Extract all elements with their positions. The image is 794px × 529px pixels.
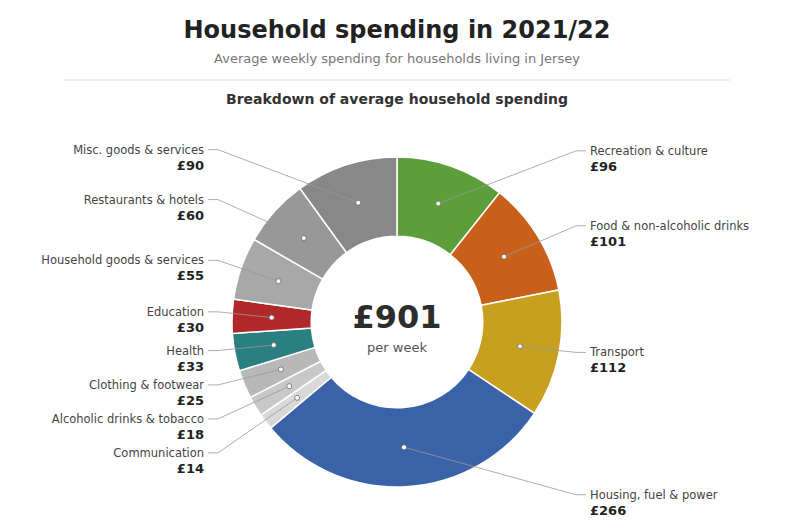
separator bbox=[64, 80, 730, 81]
category-label: Communication bbox=[113, 446, 204, 460]
leader-dot bbox=[518, 344, 523, 349]
data-label: £25 bbox=[177, 393, 204, 408]
leader-dot bbox=[278, 367, 283, 372]
leader-dot bbox=[271, 343, 276, 348]
data-label: £60 bbox=[177, 208, 204, 223]
leader-dot bbox=[502, 254, 507, 259]
leader-dot bbox=[402, 445, 407, 450]
category-label: Housing, fuel & power bbox=[590, 488, 718, 502]
slices bbox=[232, 157, 562, 487]
data-label: £14 bbox=[177, 461, 204, 476]
leader-line bbox=[438, 151, 586, 204]
leader-line bbox=[208, 345, 274, 350]
category-label: Alcoholic drinks & tobacco bbox=[52, 412, 204, 426]
donut-slice bbox=[450, 193, 559, 306]
leader-line bbox=[208, 312, 272, 318]
leader-dot bbox=[287, 384, 292, 389]
leader-dot bbox=[436, 201, 441, 206]
leader-dot bbox=[301, 236, 306, 241]
data-label: £55 bbox=[177, 268, 204, 283]
center-label: £901 bbox=[352, 298, 441, 336]
donut-slice bbox=[232, 328, 315, 371]
leader-line bbox=[208, 386, 289, 419]
category-label: Clothing & footwear bbox=[89, 378, 204, 392]
title: Household spending in 2021/22 bbox=[183, 16, 610, 44]
leader-dot bbox=[269, 315, 274, 320]
leader-line bbox=[208, 260, 278, 281]
chart-svg: Household spending in 2021/22 Average wee… bbox=[0, 0, 794, 529]
data-label: £30 bbox=[177, 320, 204, 335]
category-label: Transport bbox=[589, 345, 644, 359]
leader-line bbox=[504, 226, 586, 257]
subtitle: Average weekly spending for households l… bbox=[214, 51, 580, 66]
data-label: £18 bbox=[177, 427, 204, 442]
leader-line bbox=[208, 398, 297, 453]
category-label: Health bbox=[166, 344, 204, 358]
leader-dot bbox=[356, 200, 361, 205]
page: {"chart_data": { "type": "donut", "title… bbox=[0, 0, 794, 529]
donut-slice bbox=[300, 157, 397, 253]
leader-line bbox=[404, 447, 586, 495]
category-label: Household goods & services bbox=[41, 253, 204, 267]
data-label: £112 bbox=[590, 360, 626, 375]
data-label: £33 bbox=[177, 359, 204, 374]
leader-line bbox=[520, 346, 586, 352]
section-title: Breakdown of average household spending bbox=[226, 91, 568, 107]
leader-dot bbox=[295, 395, 300, 400]
leader-dot bbox=[276, 279, 281, 284]
data-label: £96 bbox=[590, 159, 617, 174]
center-sublabel: per week bbox=[367, 340, 427, 355]
chart-container: Household spending in 2021/22 Average wee… bbox=[0, 0, 794, 529]
category-label: Recreation & culture bbox=[590, 144, 708, 158]
labels: Misc. goods & services£90 Restaurants & h… bbox=[41, 143, 749, 518]
category-label: Restaurants & hotels bbox=[84, 193, 204, 207]
data-label: £90 bbox=[177, 158, 204, 173]
category-label: Misc. goods & services bbox=[73, 143, 204, 157]
leader-line bbox=[208, 150, 358, 203]
data-label: £266 bbox=[590, 503, 626, 518]
data-label: £101 bbox=[590, 234, 626, 249]
category-label: Food & non-alcoholic drinks bbox=[590, 219, 749, 233]
leader-line bbox=[208, 200, 304, 239]
category-label: Education bbox=[147, 305, 204, 319]
leader-line bbox=[208, 369, 281, 384]
